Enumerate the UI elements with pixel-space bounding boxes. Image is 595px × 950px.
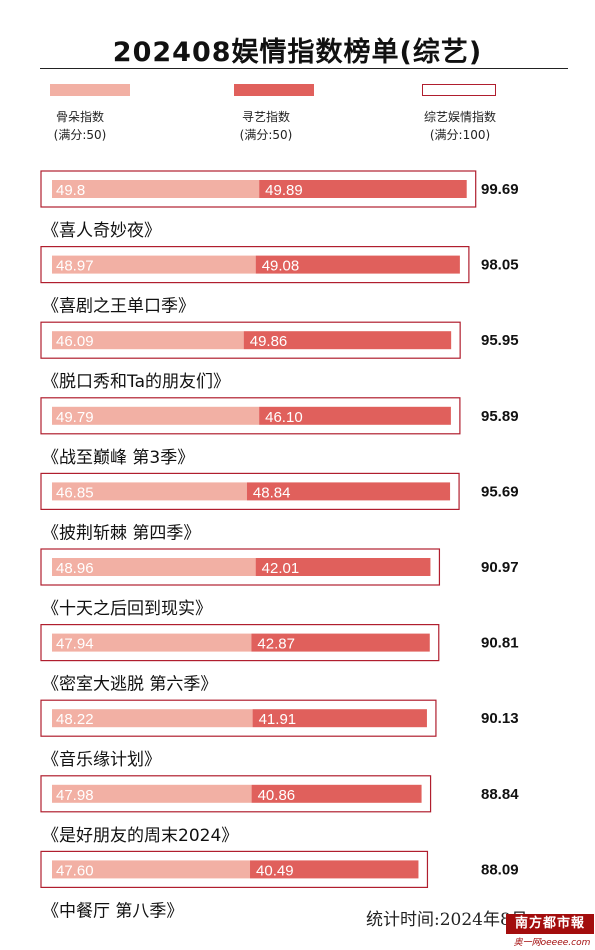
value-label-xunyi: 41.91	[259, 711, 297, 728]
chart-title: 202408娱情指数榜单(综艺)	[112, 37, 483, 68]
bar-xunyi	[259, 180, 467, 198]
value-label-total: 90.13	[481, 710, 519, 727]
value-label-total: 98.05	[481, 257, 519, 274]
bar-gudong	[52, 558, 256, 576]
bar-xunyi	[252, 709, 427, 728]
legend-swatch-total	[422, 84, 496, 96]
bar-gudong	[52, 331, 244, 350]
legend-label: 寻艺指数	[241, 110, 290, 124]
value-label-total: 88.09	[481, 861, 519, 878]
total-index-frame	[40, 850, 429, 889]
total-index-frame	[40, 548, 441, 586]
total-index-frame	[40, 321, 461, 359]
legend-sub: (满分:50)	[53, 128, 107, 142]
bar-xunyi	[255, 255, 460, 274]
bar-xunyi	[246, 482, 451, 501]
bar-xunyi	[251, 633, 430, 652]
value-label-xunyi: 49.86	[250, 333, 288, 350]
value-label-xunyi: 49.08	[262, 258, 300, 275]
legend-item-gudong: 骨朵指数 (满分:50)	[40, 108, 120, 144]
show-name: 《战至巅峰 第3季》	[42, 448, 194, 468]
show-name: 《喜人奇妙夜》	[42, 221, 161, 241]
total-index-frame	[40, 472, 460, 510]
value-label-total: 99.69	[481, 181, 519, 198]
value-label-total: 90.97	[481, 559, 519, 576]
legend-item-xunyi: 寻艺指数 (满分:50)	[226, 108, 306, 144]
show-name: 《密室大逃脱 第六季》	[42, 675, 217, 695]
newspaper-logo: 南方都市報	[506, 914, 594, 934]
value-label-xunyi: 40.49	[256, 862, 294, 879]
value-label-gudong: 49.79	[56, 409, 94, 426]
bar-gudong	[52, 784, 252, 803]
value-label-total: 95.95	[481, 332, 519, 349]
value-label-gudong: 49.8	[56, 182, 85, 199]
value-label-gudong: 48.97	[56, 258, 94, 275]
bar-gudong	[52, 406, 260, 425]
total-index-frame	[40, 246, 470, 284]
bar-xunyi	[243, 331, 452, 350]
value-label-xunyi: 40.86	[258, 787, 296, 804]
show-name: 《中餐厅 第八季》	[42, 901, 183, 921]
legend-label: 骨朵指数	[55, 110, 104, 124]
bar-xunyi	[255, 558, 431, 576]
bar-gudong	[52, 255, 256, 274]
bar-xunyi	[251, 784, 422, 803]
bar-gudong	[52, 709, 253, 728]
show-name: 《脱口秀和Ta的朋友们》	[42, 372, 230, 392]
bar-xunyi	[259, 406, 451, 425]
legend-item-total: 综艺娱情指数 (满分:100)	[400, 108, 520, 144]
value-label-gudong: 46.09	[56, 333, 94, 350]
value-label-xunyi: 49.89	[265, 182, 303, 199]
value-label-total: 95.89	[481, 408, 519, 425]
bar-gudong	[52, 482, 247, 501]
legend-swatch-xunyi	[234, 84, 314, 96]
value-label-gudong: 48.96	[56, 560, 94, 577]
show-name: 《喜剧之王单口季》	[42, 297, 195, 317]
stat-date: 统计时间:2024年8月	[366, 910, 528, 930]
total-index-frame	[40, 623, 440, 662]
total-index-frame	[40, 170, 477, 208]
value-label-xunyi: 48.84	[253, 484, 291, 501]
value-label-gudong: 47.98	[56, 787, 94, 804]
show-name: 《披荆斩棘 第四季》	[42, 523, 200, 543]
bar-gudong	[52, 633, 252, 652]
value-label-total: 90.81	[481, 635, 519, 652]
total-index-frame	[40, 775, 432, 813]
total-index-frame	[40, 397, 461, 435]
legend-swatch-gudong	[50, 84, 130, 96]
bar-xunyi	[250, 860, 419, 879]
bar-gudong	[52, 860, 251, 879]
show-name: 《音乐缘计划》	[42, 750, 161, 770]
value-label-gudong: 46.85	[56, 484, 94, 501]
newspaper-logo-sub: 奥一网oeeee.com	[513, 938, 591, 948]
show-name: 《十天之后回到现实》	[42, 599, 212, 619]
value-label-gudong: 48.22	[56, 711, 94, 728]
legend-sub: (满分:100)	[429, 128, 491, 142]
legend-sub: (满分:50)	[239, 128, 293, 142]
value-label-gudong: 47.94	[56, 636, 94, 653]
value-label-xunyi: 42.01	[262, 560, 300, 577]
value-label-gudong: 47.60	[56, 862, 94, 879]
title-divider	[40, 68, 568, 69]
value-label-total: 95.69	[481, 483, 519, 500]
bar-gudong	[52, 180, 260, 198]
value-label-total: 88.84	[481, 786, 519, 803]
show-name: 《是好朋友的周末2024》	[42, 826, 238, 846]
value-label-xunyi: 42.87	[257, 636, 295, 653]
legend-label: 综艺娱情指数	[423, 110, 496, 124]
value-label-xunyi: 46.10	[265, 409, 303, 426]
total-index-frame	[40, 699, 437, 737]
